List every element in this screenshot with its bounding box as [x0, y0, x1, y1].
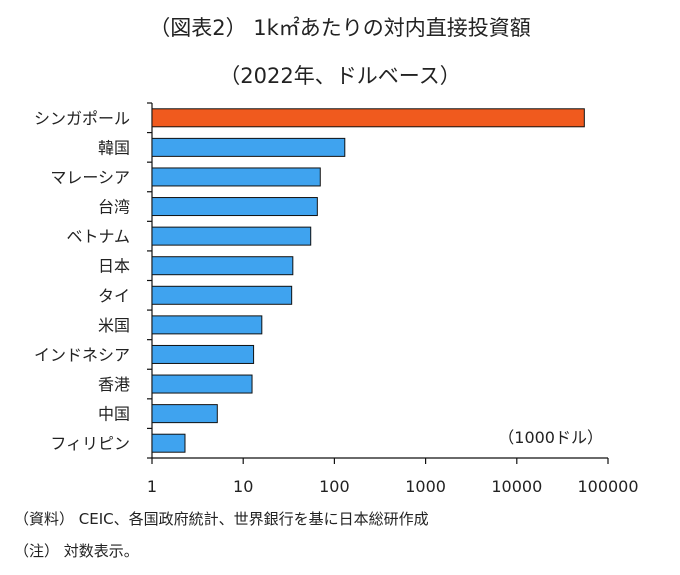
bar	[151, 433, 186, 453]
category-label: 中国	[98, 405, 130, 424]
bar	[151, 256, 294, 276]
category-label: インドネシア	[34, 345, 130, 364]
x-tick-label: 100	[319, 477, 350, 496]
category-label: 韓国	[98, 138, 130, 157]
x-tick-label: 1000	[405, 477, 446, 496]
category-label: ベトナム	[66, 227, 130, 246]
bar	[151, 226, 312, 246]
category-label: タイ	[98, 286, 130, 305]
bar	[151, 197, 318, 217]
unit-label: （1000ドル）	[498, 428, 603, 447]
category-label: 日本	[98, 257, 130, 276]
log-scale-note: （注） 対数表示。	[14, 542, 139, 560]
bar	[151, 344, 255, 364]
bar	[151, 374, 253, 394]
x-tick-label: 10	[233, 477, 253, 496]
category-label: マレーシア	[50, 168, 130, 187]
source-note: （資料） CEIC、各国政府統計、世界銀行を基に日本総研作成	[14, 510, 429, 528]
x-tick-label: 1	[147, 477, 157, 496]
chart-title: （図表2） 1k㎡あたりの対内直接投資額	[149, 16, 531, 40]
category-label: 米国	[98, 316, 130, 335]
bar	[151, 404, 218, 424]
category-label: 台湾	[98, 198, 130, 217]
bar	[151, 285, 293, 305]
category-label: シンガポール	[34, 109, 130, 128]
chart-subtitle: （2022年、ドルベース）	[219, 64, 461, 88]
category-label: フィリピン	[50, 434, 130, 453]
bar-highlight	[151, 108, 585, 128]
bar	[151, 137, 346, 157]
x-tick-label: 10000	[491, 477, 542, 496]
bar	[151, 315, 263, 335]
bar	[151, 167, 321, 187]
category-label: 香港	[98, 375, 130, 394]
x-tick-label: 100000	[577, 477, 638, 496]
